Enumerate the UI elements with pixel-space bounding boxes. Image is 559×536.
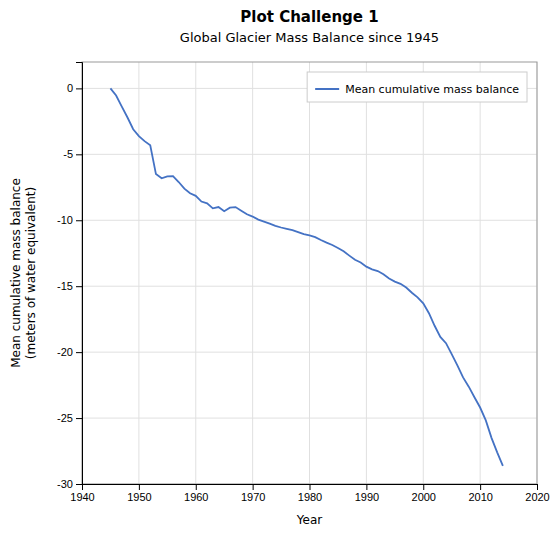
y-tick-mark [76, 154, 82, 155]
legend-box [307, 72, 527, 102]
y-tick-mark [76, 286, 82, 287]
y-tick-mark [76, 88, 82, 89]
y-tick-label: -20 [57, 346, 73, 358]
x-axis: 1940 1950 1960 1970 1980 1990 2000 2010 2020 [70, 484, 549, 503]
y-grid-line [82, 286, 537, 287]
grid [82, 62, 537, 484]
y-axis-line [76, 63, 83, 485]
x-tick: 1990 [355, 484, 379, 503]
data-layer [110, 88, 502, 465]
y-grid-line [82, 352, 537, 353]
y-axis-label: Mean cumulative mass balance(meters of w… [9, 178, 38, 368]
plot-frame [82, 62, 537, 484]
y-tick-label: -10 [57, 214, 73, 226]
y-tick: -20 [57, 346, 82, 358]
x-tick-label: 1980 [298, 491, 322, 503]
x-tick: 1940 [70, 484, 94, 503]
x-tick-mark [423, 484, 424, 490]
y-axis-label-line: Mean cumulative mass balance [9, 178, 23, 368]
x-tick-mark [480, 484, 481, 490]
x-grid-line [138, 62, 139, 484]
y-tick-mark [76, 352, 82, 353]
y-tick: -25 [57, 412, 82, 424]
y-grid-line [82, 418, 537, 419]
x-tick: 2010 [468, 484, 492, 503]
y-grid-line [82, 220, 537, 221]
x-axis-line [83, 485, 538, 491]
x-grid-line [423, 62, 424, 484]
x-tick-mark [196, 484, 197, 490]
x-tick-label: 1940 [70, 491, 94, 503]
x-tick: 1960 [184, 484, 208, 503]
y-tick-mark [76, 418, 82, 419]
x-tick-mark [366, 484, 367, 490]
x-tick-mark [253, 484, 254, 490]
x-tick-label: 2000 [412, 491, 436, 503]
y-tick: -15 [57, 280, 82, 292]
x-tick: 2000 [412, 484, 436, 503]
x-axis-label: Year [296, 513, 322, 527]
x-tick: 1980 [298, 484, 322, 503]
x-grid-line [309, 62, 310, 484]
y-tick-label: -5 [63, 148, 73, 160]
y-axis-label-line: (meters of water equivalent) [24, 187, 38, 359]
y-tick: 0 [67, 82, 82, 94]
y-tick-mark [76, 220, 82, 221]
subtitle: Global Glacier Mass Balance since 1945 [180, 30, 439, 45]
legend: Mean cumulative mass balance [307, 72, 527, 102]
x-tick-label: 1960 [184, 491, 208, 503]
x-tick-mark [139, 484, 140, 490]
x-tick-label: 1970 [241, 491, 265, 503]
y-tick-mark [76, 484, 82, 485]
y-tick: -10 [57, 214, 82, 226]
y-grid-line [82, 154, 537, 155]
title: Plot Challenge 1 [240, 8, 378, 26]
y-tick-label: 0 [67, 82, 73, 94]
x-tick-mark [537, 484, 538, 490]
series-line [110, 88, 502, 465]
x-grid-line [480, 62, 481, 484]
y-tick: -30 [57, 478, 82, 490]
x-tick: 1970 [241, 484, 265, 503]
y-tick-label: -25 [57, 412, 73, 424]
x-tick: 2020 [525, 484, 549, 503]
x-tick-label: 1950 [127, 491, 151, 503]
y-tick-label: -15 [57, 280, 73, 292]
x-tick-label: 2020 [525, 491, 549, 503]
y-axis: 0 -5 -10 -15 -20 -25 -30 [57, 63, 82, 491]
legend-swatch [315, 88, 339, 90]
y-tick: -5 [63, 148, 82, 160]
y-tick-label: -30 [57, 478, 73, 490]
x-tick-mark [310, 484, 311, 490]
legend-label: Mean cumulative mass balance [345, 83, 519, 96]
x-grid-line [252, 62, 253, 484]
x-grid-line [366, 62, 367, 484]
x-tick-label: 1990 [355, 491, 379, 503]
x-tick: 1950 [127, 484, 151, 503]
chart: 1940 1950 1960 1970 1980 1990 2000 2010 2020 0 -5 -… [0, 0, 559, 536]
x-tick-label: 2010 [468, 491, 492, 503]
plot-area: 1940 1950 1960 1970 1980 1990 2000 2010 2020 0 -5 -… [57, 62, 550, 503]
x-grid-line [195, 62, 196, 484]
